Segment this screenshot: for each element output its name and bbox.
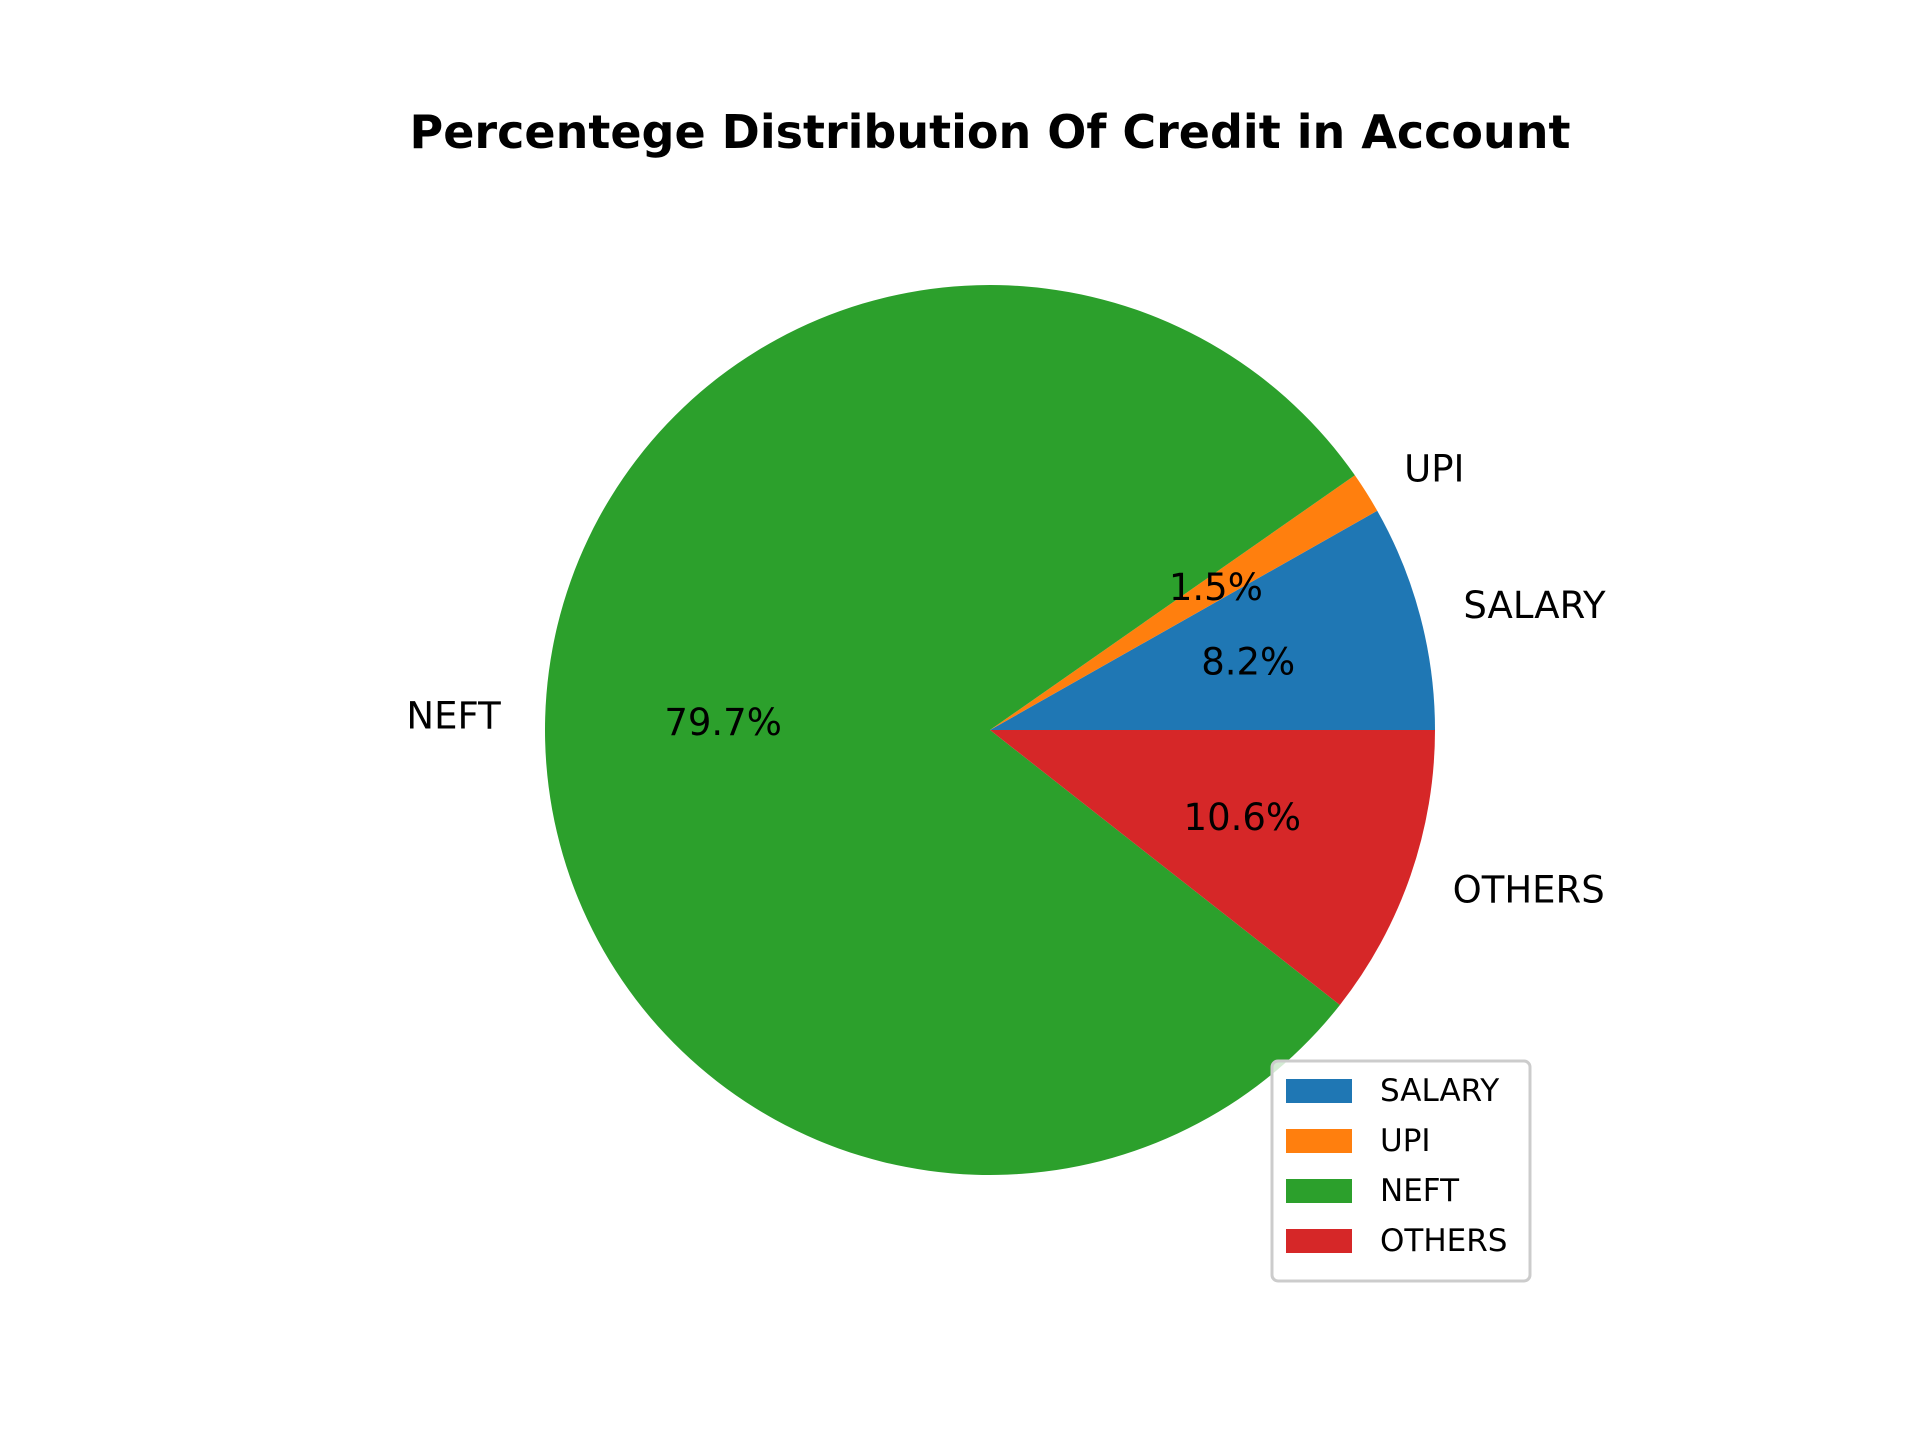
pie-slice-neft [545, 284, 1355, 1175]
legend-label-others: OTHERS [1380, 1223, 1507, 1259]
slice-label-neft: NEFT [406, 695, 501, 738]
slice-pct-label-upi: 1.5% [1169, 566, 1263, 609]
chart-title: Percentege Distribution Of Credit in Acc… [410, 105, 1571, 159]
slice-label-upi: UPI [1404, 448, 1464, 491]
pie-labels: SALARY 8.2% UPI 1.5% NEFT 79.7% OTHERS 10.6% [406, 448, 1606, 912]
legend-label-salary: SALARY [1380, 1073, 1499, 1109]
slice-label-salary: SALARY [1463, 584, 1606, 627]
slice-pct-label-salary: 8.2% [1201, 640, 1295, 683]
slice-pct-label-others: 10.6% [1184, 796, 1302, 839]
legend: SALARY UPI NEFT OTHERS [1270, 1059, 1532, 1283]
pie-slices [545, 284, 1435, 1175]
pie-slice-others [990, 730, 1435, 1005]
pie-slice-upi [990, 475, 1378, 730]
slice-pct-label-neft: 79.7% [664, 701, 782, 744]
legend-swatch-others [1286, 1229, 1352, 1253]
pie-slice-salary [990, 510, 1435, 730]
legend-label-neft: NEFT [1380, 1173, 1460, 1209]
legend-swatch-neft [1286, 1179, 1352, 1203]
slice-label-others: OTHERS [1453, 869, 1605, 912]
legend-frame [1270, 1059, 1532, 1283]
legend-swatch-salary [1286, 1079, 1352, 1103]
legend-swatch-upi [1286, 1129, 1352, 1153]
legend-label-upi: UPI [1380, 1123, 1431, 1159]
